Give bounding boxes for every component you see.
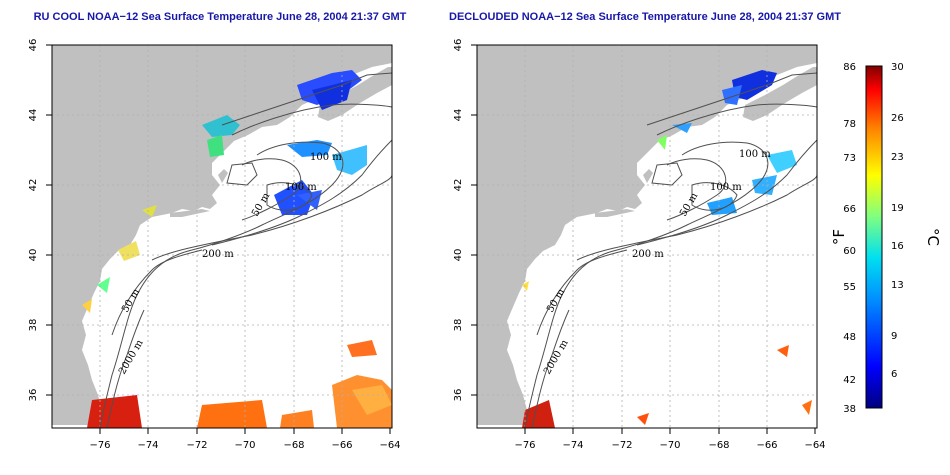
celsius-tick-label: 19: [891, 203, 904, 214]
left-map-title: RU COOL NOAA−12 Sea Surface Temperature …: [33, 11, 407, 23]
celsius-tick-label: 26: [891, 113, 904, 124]
left-map: 100 m 100 m 50 m 200 m 50 m 2000 m −76 −…: [28, 39, 401, 451]
y-tick-label: 38: [28, 319, 39, 332]
x-tick-label: −64: [379, 440, 400, 451]
celsius-tick-label: 16: [891, 241, 904, 252]
y-tick-label: 38: [453, 319, 464, 332]
celsius-tick-label: 9: [891, 331, 897, 342]
fahrenheit-ticks: 86 78 73 66 60 55 48 42 38: [843, 62, 856, 415]
x-tick-label: −76: [514, 440, 535, 451]
right-x-tick-labels: −76 −74 −72 −70 −68 −66 −64: [514, 440, 825, 451]
contour-label: 100 m: [310, 152, 342, 163]
y-tick-label: 42: [28, 179, 39, 192]
x-tick-label: −74: [562, 440, 583, 451]
x-tick-label: −68: [283, 440, 304, 451]
fahrenheit-unit-label: °F: [830, 229, 848, 245]
x-tick-label: −74: [137, 440, 158, 451]
y-tick-label: 44: [453, 109, 464, 122]
y-tick-label: 36: [28, 389, 39, 402]
right-map: 100 m 100 m 50 m 200 m 50 m 2000 m −76 −…: [453, 39, 826, 451]
fahrenheit-tick-label: 55: [843, 282, 856, 293]
fahrenheit-tick-label: 42: [843, 375, 856, 386]
celsius-tick-label: 6: [891, 369, 897, 380]
x-tick-label: −72: [186, 440, 207, 451]
fahrenheit-tick-label: 38: [843, 404, 856, 415]
x-tick-label: −70: [659, 440, 680, 451]
right-grid: [477, 45, 817, 428]
contour-label: 200 m: [202, 249, 234, 260]
x-tick-label: −68: [708, 440, 729, 451]
celsius-unit-label: °C: [924, 228, 942, 246]
y-tick-label: 42: [453, 179, 464, 192]
fahrenheit-tick-label: 73: [843, 153, 856, 164]
right-y-tick-labels: 46 44 42 40 38 36: [453, 39, 464, 402]
left-tick-marks: [46, 44, 391, 434]
celsius-tick-label: 23: [891, 152, 904, 163]
x-tick-label: −70: [234, 440, 255, 451]
x-tick-label: −66: [331, 440, 352, 451]
left-x-tick-labels: −76 −74 −72 −70 −68 −66 −64: [89, 440, 400, 451]
y-tick-label: 46: [28, 39, 39, 52]
y-tick-label: 44: [28, 109, 39, 122]
fahrenheit-tick-label: 48: [843, 332, 856, 343]
celsius-tick-label: 30: [891, 62, 904, 73]
fahrenheit-tick-label: 86: [843, 62, 856, 73]
left-contours: [99, 72, 393, 429]
x-tick-label: −64: [804, 440, 825, 451]
temperature-colorbar: 86 78 73 66 60 55 48 42 38 30 26 23 19 1…: [830, 62, 942, 415]
y-tick-label: 36: [453, 389, 464, 402]
right-map-title: DECLOUDED NOAA−12 Sea Surface Temperatur…: [449, 11, 841, 23]
fahrenheit-tick-label: 60: [843, 246, 856, 257]
y-tick-label: 40: [28, 249, 39, 262]
contour-label: 100 m: [739, 149, 771, 160]
contour-label: 100 m: [710, 182, 742, 193]
right-tick-marks: [471, 44, 816, 434]
contour-label: 100 m: [285, 182, 317, 193]
y-tick-label: 40: [453, 249, 464, 262]
right-contours: [524, 72, 818, 429]
y-tick-label: 46: [453, 39, 464, 52]
fahrenheit-tick-label: 78: [843, 119, 856, 130]
colorbar-gradient: [865, 65, 883, 409]
celsius-tick-label: 13: [891, 280, 904, 291]
left-y-tick-labels: 46 44 42 40 38 36: [28, 39, 39, 402]
x-tick-label: −66: [756, 440, 777, 451]
x-tick-label: −72: [611, 440, 632, 451]
celsius-ticks: 30 26 23 19 16 13 9 6: [891, 62, 904, 380]
fahrenheit-tick-label: 66: [843, 204, 856, 215]
x-tick-label: −76: [89, 440, 110, 451]
contour-label: 200 m: [632, 249, 664, 260]
